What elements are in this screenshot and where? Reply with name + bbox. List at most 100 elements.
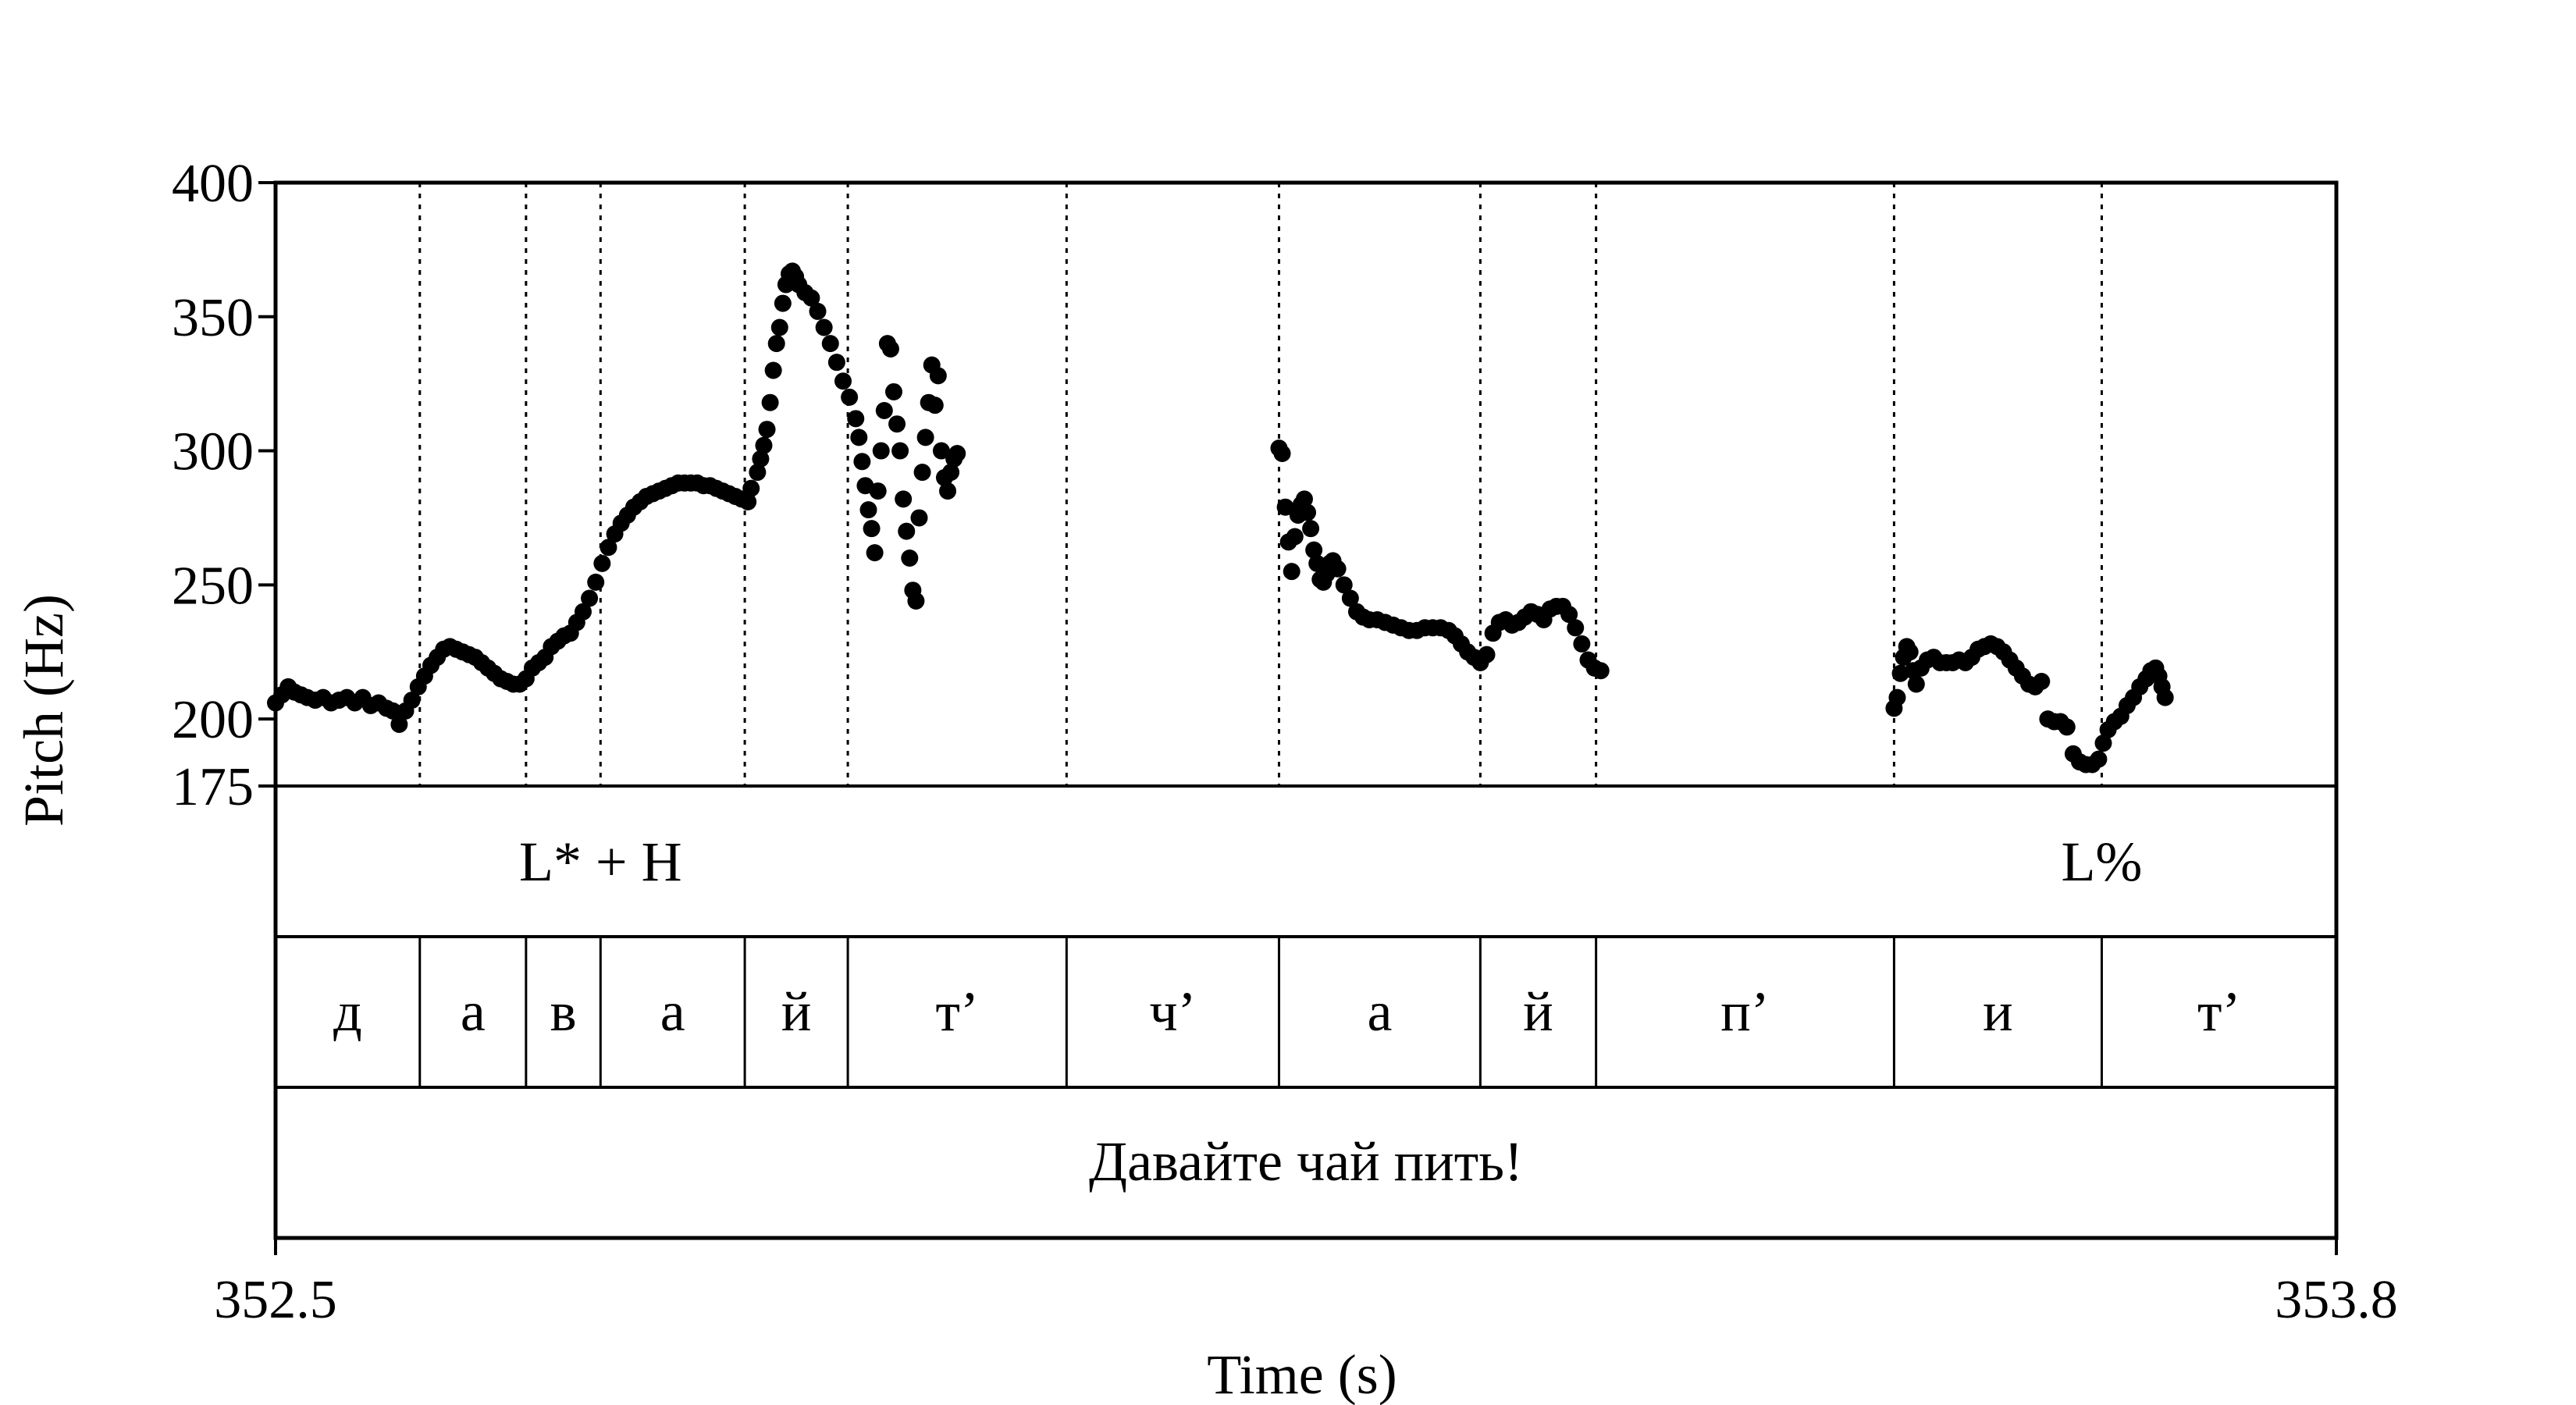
pitch-point xyxy=(872,442,890,460)
segment-label: и xyxy=(1983,980,2013,1043)
pitch-point xyxy=(881,340,899,358)
segment-label: й xyxy=(1523,980,1553,1043)
tone-label: L* + H xyxy=(519,831,682,893)
plot-border xyxy=(273,180,2339,1240)
pitch-point xyxy=(764,361,782,379)
pitch-point xyxy=(1305,541,1323,559)
pitch-point xyxy=(895,490,913,508)
segment-label: а xyxy=(461,980,486,1043)
y-axis-ticks: 175 200 250 300 350 400 xyxy=(172,154,276,817)
x-tick-label: 352.5 xyxy=(214,1270,337,1330)
y-tick-label: 200 xyxy=(172,690,254,750)
pitch-point xyxy=(821,335,839,353)
y-axis-label: Pitch (Hz) xyxy=(12,594,75,827)
segment-label: д xyxy=(333,980,362,1043)
pitch-point xyxy=(841,388,859,406)
segment-label: т’ xyxy=(2197,980,2240,1043)
pitch-point xyxy=(863,520,881,538)
pitch-point xyxy=(1901,643,1919,661)
pitch-point xyxy=(1573,635,1591,653)
plot-frame xyxy=(273,180,2339,1240)
pitch-point xyxy=(739,493,757,510)
y-tick-label: 250 xyxy=(172,556,254,616)
pitch-point xyxy=(885,382,902,400)
pitch-point xyxy=(834,372,852,390)
segment-label: в xyxy=(550,980,577,1043)
pitch-point xyxy=(384,702,402,720)
segment-label: п’ xyxy=(1720,980,1770,1043)
pitch-point xyxy=(2033,673,2051,691)
pitch-point xyxy=(898,522,916,540)
y-tick-label: 350 xyxy=(172,288,254,348)
pitch-point xyxy=(774,294,792,312)
x-axis-ticks: 352.5 353.8 xyxy=(214,1238,2398,1330)
pitch-points xyxy=(267,262,2174,774)
pitch-point xyxy=(581,589,599,607)
pitch-point xyxy=(758,421,776,439)
x-axis-label: Time (s) xyxy=(1207,1343,1397,1405)
pitch-point xyxy=(1283,563,1300,581)
pitch-point xyxy=(809,302,827,320)
pitch-point xyxy=(847,410,865,428)
pitch-point xyxy=(815,318,833,336)
pitch-point xyxy=(1329,560,1347,578)
pitch-point xyxy=(1295,490,1313,508)
x-tick-label: 353.8 xyxy=(2275,1270,2398,1330)
segment-label: а xyxy=(1367,980,1392,1043)
pitch-point xyxy=(403,692,421,710)
pitch-point xyxy=(767,335,785,353)
pitch-point xyxy=(850,429,868,446)
pitch-point xyxy=(916,429,934,446)
pitch-point xyxy=(1567,619,1585,637)
y-tick-label: 175 xyxy=(172,757,254,817)
pitch-point xyxy=(2156,688,2174,706)
pitch-point xyxy=(1341,589,1359,607)
pitch-point xyxy=(1286,528,1304,546)
pitch-point xyxy=(390,715,408,733)
y-tick-label: 400 xyxy=(172,154,254,214)
pitch-point xyxy=(1335,576,1353,594)
pitch-point xyxy=(802,289,820,307)
pitch-point xyxy=(910,509,928,527)
pitch-point xyxy=(1302,520,1320,538)
pitch-point xyxy=(755,436,773,454)
pitch-point xyxy=(942,464,960,482)
pitch-point xyxy=(939,482,957,500)
pitch-point xyxy=(2090,750,2108,768)
pitch-point xyxy=(932,442,950,460)
pitch-point xyxy=(587,573,605,591)
pitch-point xyxy=(907,592,925,610)
pitch-point xyxy=(913,464,931,482)
pitch-point xyxy=(761,393,779,411)
pitch-point xyxy=(749,464,767,482)
sentence-label: Давайте чай пить! xyxy=(1089,1130,1523,1193)
y-tick-label: 300 xyxy=(172,422,254,482)
pitch-point xyxy=(1478,646,1496,663)
pitch-point xyxy=(929,367,947,385)
pitch-point xyxy=(1299,503,1317,521)
pitch-point xyxy=(866,544,884,562)
pitch-point xyxy=(1276,498,1294,516)
pitch-point xyxy=(1888,688,1906,706)
pitch-point xyxy=(1907,675,1925,693)
segment-label: а xyxy=(660,980,685,1043)
pitch-point xyxy=(1273,444,1291,462)
pitch-point xyxy=(742,479,760,497)
pitch-point xyxy=(853,453,871,471)
tone-label: L% xyxy=(2061,831,2142,893)
annotation-tiers: L* + H L% д а в а й т’ ч’ а й п’ и т’ Давайте чай пить… xyxy=(333,831,2240,1193)
pitch-point xyxy=(926,397,944,414)
pitch-point xyxy=(869,482,887,500)
pitch-point xyxy=(600,539,617,557)
pitch-point xyxy=(752,450,770,468)
segment-label: й xyxy=(781,980,812,1043)
pitch-point xyxy=(948,444,966,462)
segment-label: ч’ xyxy=(1149,980,1196,1043)
pitch-point xyxy=(859,501,877,519)
pitch-point xyxy=(888,415,906,433)
pitch-point xyxy=(901,549,919,567)
pitch-point xyxy=(875,402,893,420)
pitch-point xyxy=(827,354,845,372)
pitch-point xyxy=(770,318,788,336)
